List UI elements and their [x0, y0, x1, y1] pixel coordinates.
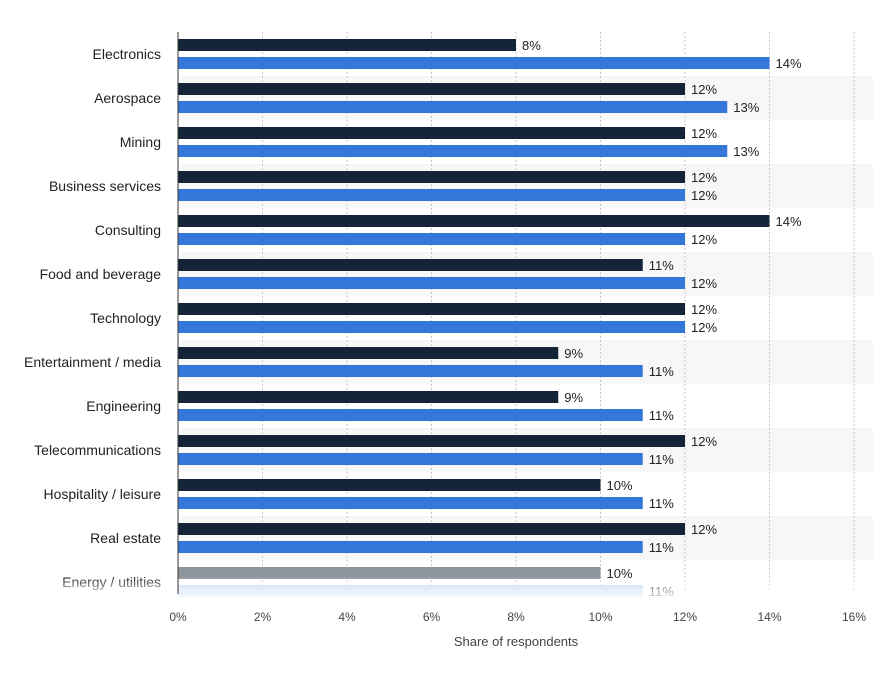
bar: [178, 391, 559, 403]
bar: [178, 321, 685, 333]
bar-value-label: 8%: [522, 38, 541, 53]
bar-value-label: 11%: [649, 408, 674, 423]
bar: [178, 497, 643, 509]
row-band: [178, 516, 873, 560]
bar-value-label: 9%: [564, 346, 583, 361]
category-label: Telecommunications: [34, 442, 161, 458]
bar: [178, 347, 559, 359]
bar-value-label: 12%: [691, 170, 717, 185]
fade-gradient: [0, 576, 873, 604]
category-label: Electronics: [93, 46, 161, 62]
category-labels: Electronics Aerospace Mining Business servi…: [24, 46, 161, 590]
category-label: Consulting: [95, 222, 161, 238]
row-band: [178, 428, 873, 472]
bar: [178, 259, 643, 271]
bar: [178, 523, 685, 535]
bar: [178, 83, 685, 95]
x-tick-label: 2%: [254, 610, 272, 624]
bar-value-label: 14%: [776, 214, 802, 229]
bar: [178, 409, 643, 421]
bar: [178, 365, 643, 377]
bar: [178, 435, 685, 447]
x-tick-label: 8%: [507, 610, 525, 624]
bar: [178, 215, 770, 227]
x-tick-label: 0%: [169, 610, 187, 624]
x-tick-label: 16%: [842, 610, 866, 624]
bar-value-label: 12%: [691, 188, 717, 203]
bar: [178, 189, 685, 201]
category-label: Real estate: [90, 530, 161, 546]
value-labels: 8% 14% 12% 13% 12% 13% 12% 12% 14% 12% 11% 12% 12% 12…: [522, 38, 802, 599]
fade-mask: [0, 600, 873, 608]
row-band: [178, 252, 873, 296]
row-band: [178, 340, 873, 384]
bar-value-label: 14%: [776, 56, 802, 71]
bar-value-label: 9%: [564, 390, 583, 405]
bar-value-label: 12%: [691, 276, 717, 291]
bar-value-label: 13%: [733, 100, 759, 115]
bar: [178, 541, 643, 553]
fade-overlay: [0, 576, 873, 608]
x-axis-title: Share of respondents: [454, 634, 579, 649]
x-tick-label: 12%: [673, 610, 697, 624]
x-tick-label: 10%: [588, 610, 612, 624]
bar-value-label: 11%: [649, 496, 674, 511]
category-label: Entertainment / media: [24, 354, 161, 370]
bar: [178, 277, 685, 289]
category-label: Mining: [120, 134, 161, 150]
bar: [178, 127, 685, 139]
category-label: Technology: [90, 310, 161, 326]
bar-value-label: 12%: [691, 522, 717, 537]
bar-value-label: 11%: [649, 540, 674, 555]
category-label: Hospitality / leisure: [44, 486, 162, 502]
bar: [178, 101, 728, 113]
bar-value-label: 12%: [691, 232, 717, 247]
bars: [178, 39, 770, 597]
x-tick-label: 14%: [757, 610, 781, 624]
row-band: [178, 76, 873, 120]
bar-value-label: 12%: [691, 302, 717, 317]
category-label: Business services: [49, 178, 161, 194]
x-tick-label: 4%: [338, 610, 356, 624]
bar-value-label: 12%: [691, 82, 717, 97]
row-band: [178, 164, 873, 208]
bar-value-label: 11%: [649, 364, 674, 379]
x-tick-label: 6%: [423, 610, 441, 624]
bar-value-label: 11%: [649, 258, 674, 273]
bar-value-label: 13%: [733, 144, 759, 159]
bar: [178, 303, 685, 315]
bar: [178, 145, 728, 157]
bar: [178, 479, 601, 491]
category-label: Engineering: [86, 398, 161, 414]
bar-value-label: 11%: [649, 452, 674, 467]
bar: [178, 57, 770, 69]
bar: [178, 453, 643, 465]
category-label: Food and beverage: [40, 266, 162, 282]
bar: [178, 233, 685, 245]
bar-value-label: 12%: [691, 320, 717, 335]
x-tick-labels: 0% 2% 4% 6% 8% 10% 12% 14% 16%: [169, 610, 866, 624]
bar: [178, 39, 516, 51]
bar-value-label: 12%: [691, 126, 717, 141]
bar-value-label: 10%: [607, 478, 633, 493]
category-label: Aerospace: [94, 90, 161, 106]
bar: [178, 171, 685, 183]
bar-value-label: 12%: [691, 434, 717, 449]
